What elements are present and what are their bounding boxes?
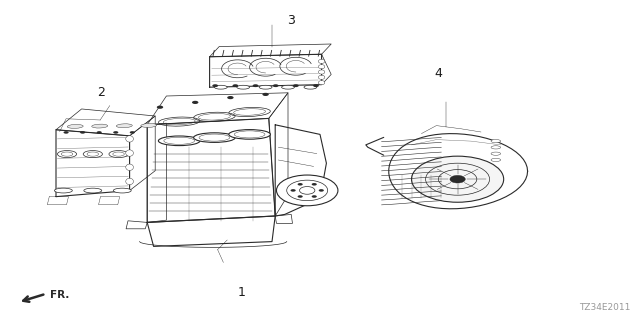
- Circle shape: [298, 195, 303, 198]
- Ellipse shape: [304, 85, 317, 89]
- Ellipse shape: [158, 136, 200, 146]
- Ellipse shape: [126, 178, 134, 185]
- Circle shape: [130, 131, 135, 134]
- Ellipse shape: [67, 124, 83, 128]
- Circle shape: [293, 84, 299, 87]
- Circle shape: [227, 96, 234, 99]
- Ellipse shape: [92, 124, 108, 128]
- Text: 4: 4: [435, 67, 442, 80]
- Ellipse shape: [259, 85, 272, 89]
- Ellipse shape: [491, 158, 500, 162]
- Circle shape: [80, 131, 85, 134]
- Circle shape: [97, 131, 102, 134]
- Ellipse shape: [141, 124, 157, 127]
- Ellipse shape: [491, 140, 500, 143]
- Ellipse shape: [319, 65, 324, 69]
- Ellipse shape: [319, 81, 324, 85]
- Text: 2: 2: [97, 86, 105, 99]
- Circle shape: [63, 131, 68, 134]
- Ellipse shape: [282, 85, 294, 89]
- Circle shape: [273, 84, 278, 87]
- Ellipse shape: [228, 130, 270, 139]
- Circle shape: [113, 131, 118, 134]
- Circle shape: [291, 189, 296, 192]
- Ellipse shape: [83, 151, 102, 158]
- Ellipse shape: [109, 151, 128, 158]
- Ellipse shape: [214, 85, 227, 89]
- Ellipse shape: [58, 151, 77, 158]
- Ellipse shape: [126, 164, 134, 171]
- Ellipse shape: [491, 152, 500, 155]
- Text: FR.: FR.: [50, 290, 69, 300]
- Ellipse shape: [126, 150, 134, 156]
- Circle shape: [298, 183, 303, 186]
- Circle shape: [412, 156, 504, 202]
- Circle shape: [212, 84, 218, 87]
- Text: TZ34E2011: TZ34E2011: [579, 303, 630, 312]
- Ellipse shape: [319, 75, 324, 79]
- Ellipse shape: [491, 146, 500, 149]
- Ellipse shape: [116, 124, 132, 128]
- Circle shape: [276, 175, 338, 206]
- Circle shape: [232, 84, 238, 87]
- Ellipse shape: [126, 136, 134, 142]
- Circle shape: [319, 189, 324, 192]
- Ellipse shape: [54, 188, 72, 193]
- Ellipse shape: [319, 70, 324, 74]
- Circle shape: [312, 195, 317, 198]
- Circle shape: [312, 183, 317, 186]
- Ellipse shape: [193, 133, 236, 142]
- Circle shape: [157, 106, 163, 109]
- Circle shape: [313, 84, 319, 87]
- Text: 3: 3: [287, 14, 295, 27]
- Text: 1: 1: [238, 286, 246, 299]
- Ellipse shape: [319, 59, 324, 63]
- Circle shape: [450, 175, 465, 183]
- Circle shape: [253, 84, 259, 87]
- Circle shape: [192, 101, 198, 104]
- Ellipse shape: [84, 188, 102, 193]
- Ellipse shape: [237, 85, 250, 89]
- Ellipse shape: [113, 188, 131, 193]
- Circle shape: [262, 93, 269, 96]
